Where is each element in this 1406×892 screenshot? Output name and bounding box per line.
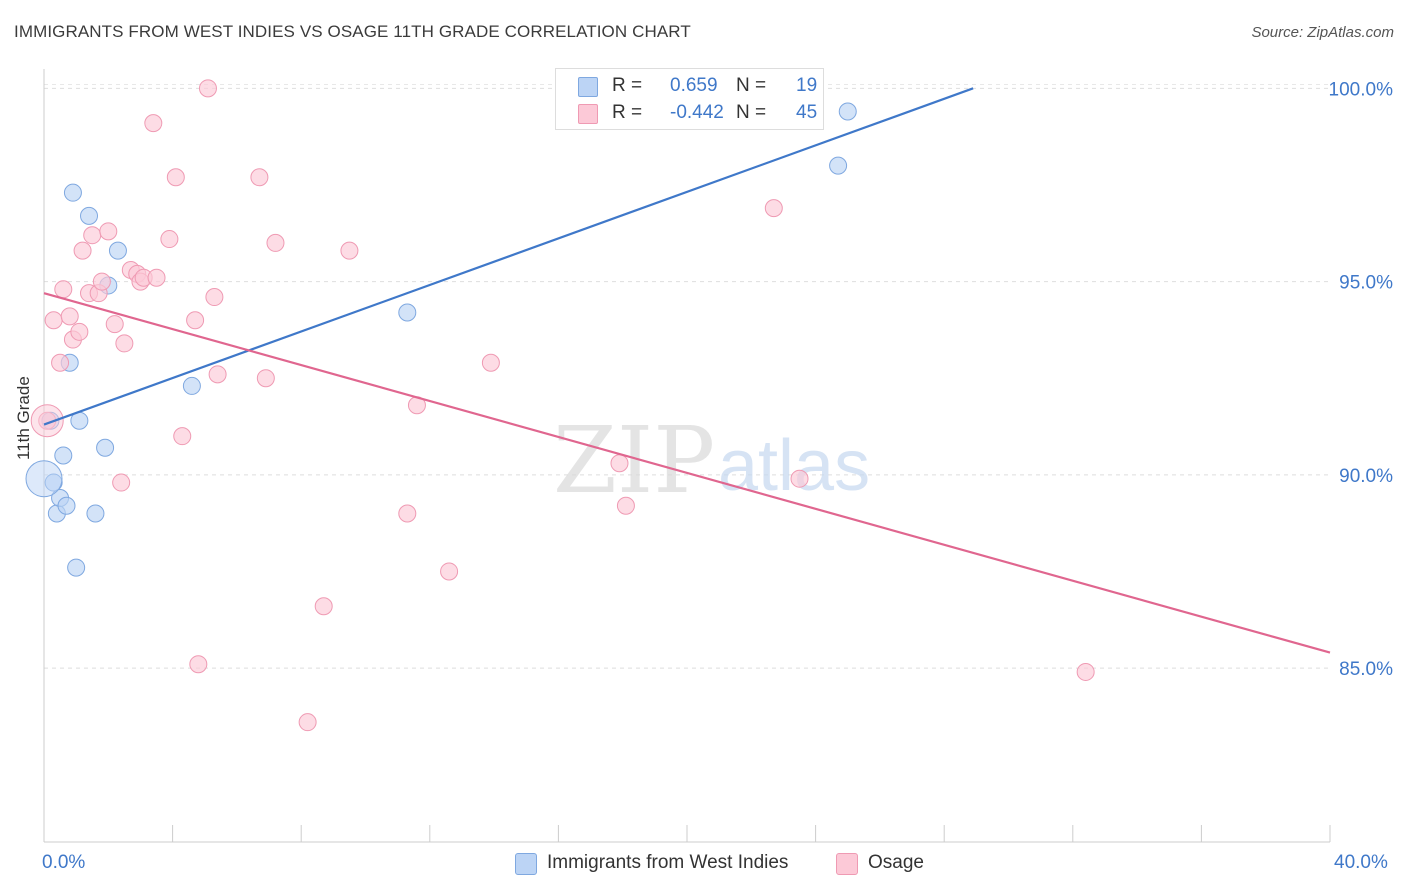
legend-n-value: 19 — [796, 75, 818, 96]
data-points — [25, 79, 1095, 732]
point-osage — [147, 268, 166, 287]
point-osage — [610, 454, 629, 473]
x-tick-label-max: 40.0% — [1334, 852, 1388, 873]
y-tick-labels: 85.0% 90.0% 95.0% 100.0% — [1329, 79, 1394, 680]
point-west-indies — [80, 206, 99, 225]
watermark-zip: ZIP — [553, 407, 715, 514]
bottom-legend-swatch-osage — [836, 853, 858, 875]
watermark-atlas: atlas — [718, 426, 870, 506]
point-osage — [189, 655, 208, 674]
point-osage — [205, 288, 224, 307]
point-osage — [73, 241, 92, 260]
point-osage-large — [30, 404, 64, 438]
point-osage — [173, 427, 192, 446]
point-osage — [105, 315, 124, 334]
point-west-indies — [54, 446, 73, 465]
legend-r-label: R = — [612, 102, 643, 123]
point-west-indies — [57, 496, 76, 515]
point-osage — [790, 469, 809, 488]
point-osage — [298, 713, 317, 732]
legend-n-value: 45 — [796, 102, 818, 123]
point-west-indies — [182, 376, 201, 395]
point-osage — [44, 311, 63, 330]
y-tick-label: 85.0% — [1339, 659, 1393, 680]
point-osage — [144, 114, 163, 133]
point-west-indies — [67, 558, 86, 577]
axes — [43, 69, 1331, 843]
point-osage — [481, 353, 500, 372]
point-osage — [198, 79, 217, 98]
point-osage — [616, 496, 635, 515]
legend-swatch-osage — [578, 104, 598, 124]
point-osage — [166, 168, 185, 187]
point-osage — [160, 230, 179, 249]
legend-r-label: R = — [612, 75, 643, 96]
point-west-indies — [63, 183, 82, 202]
point-osage — [314, 597, 333, 616]
point-west-indies — [829, 156, 848, 175]
point-west-indies-large — [25, 460, 63, 498]
point-osage — [256, 369, 275, 388]
point-osage — [92, 272, 111, 291]
bottom-legend-label: Immigrants from West Indies — [547, 852, 789, 873]
legend-n-label: N = — [736, 102, 767, 123]
point-osage — [186, 311, 205, 330]
trend-line-west-indies — [43, 87, 974, 426]
chart-title: IMMIGRANTS FROM WEST INDIES VS OSAGE 11T… — [14, 22, 691, 41]
point-west-indies — [398, 303, 417, 322]
point-osage — [266, 233, 285, 252]
stats-legend: R = 0.659 N = 19 R = -0.442 N = 45 — [555, 68, 824, 130]
point-osage — [764, 199, 783, 218]
y-tick-label: 95.0% — [1339, 273, 1393, 294]
legend-swatch-west-indies — [578, 77, 598, 97]
point-osage — [115, 334, 134, 353]
legend-n-label: N = — [736, 75, 767, 96]
point-osage — [51, 353, 70, 372]
point-west-indies — [86, 504, 105, 523]
point-osage — [83, 226, 102, 245]
legend-r-value: -0.442 — [670, 102, 724, 123]
point-osage — [398, 504, 417, 523]
point-osage — [250, 168, 269, 187]
legend-r-value: 0.659 — [670, 75, 718, 96]
source-label: Source: ZipAtlas.com — [1251, 24, 1394, 41]
gridlines — [44, 83, 1330, 669]
trend-line-osage — [43, 292, 1331, 654]
point-osage — [112, 473, 131, 492]
bottom-legend-swatch-west-indies — [515, 853, 537, 875]
point-osage — [1076, 662, 1095, 681]
trend-lines — [43, 87, 1331, 654]
point-osage — [340, 241, 359, 260]
point-osage — [54, 280, 73, 299]
watermark: ZIP atlas — [553, 407, 870, 514]
point-osage — [99, 222, 118, 241]
point-osage — [60, 307, 79, 326]
point-osage — [440, 562, 459, 581]
bottom-legend-label: Osage — [868, 852, 924, 873]
point-west-indies — [108, 241, 127, 260]
point-west-indies — [838, 102, 857, 121]
y-tick-label: 100.0% — [1329, 79, 1394, 100]
point-osage — [70, 322, 89, 341]
x-tick-label-min: 0.0% — [42, 852, 86, 873]
point-osage — [208, 365, 227, 384]
point-west-indies — [96, 438, 115, 457]
y-tick-label: 90.0% — [1339, 466, 1393, 487]
